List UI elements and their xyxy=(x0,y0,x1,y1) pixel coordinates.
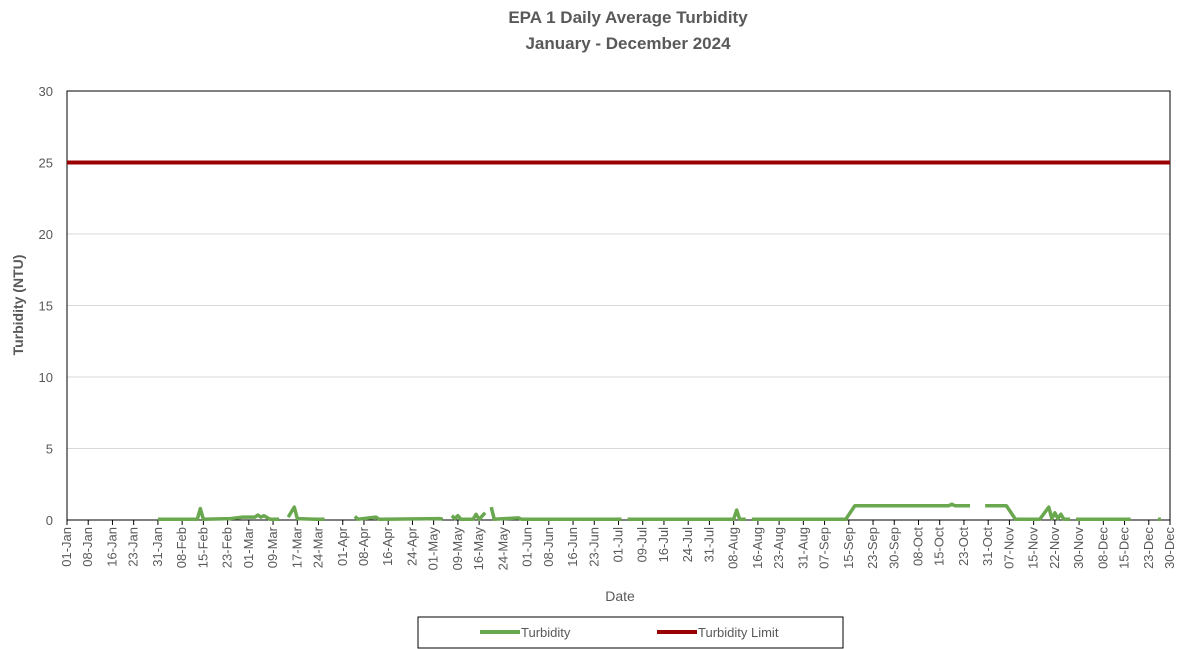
chart-subtitle: January - December 2024 xyxy=(525,34,731,53)
x-tick-label: 23-Oct xyxy=(956,527,971,566)
x-tick-label: 24-Mar xyxy=(311,526,326,568)
x-tick-label: 23-Jan xyxy=(126,527,141,567)
y-tick-label: 5 xyxy=(46,442,53,457)
x-tick-label: 15-Dec xyxy=(1117,527,1132,569)
x-tick-label: 01-May xyxy=(426,527,441,571)
x-tick-label: 09-May xyxy=(450,527,465,571)
x-tick-label: 15-Feb xyxy=(195,527,210,568)
legend-label: Turbidity Limit xyxy=(698,625,779,640)
x-tick-label: 16-May xyxy=(471,527,486,571)
y-tick-label: 30 xyxy=(39,84,53,99)
x-tick-label: 08-Jun xyxy=(541,527,556,567)
y-axis-label: Turbidity (NTU) xyxy=(10,255,26,356)
x-tick-label: 31-Aug xyxy=(795,527,810,569)
x-tick-label: 24-May xyxy=(495,527,510,571)
x-tick-label: 15-Nov xyxy=(1026,527,1041,569)
x-tick-label: 16-Jun xyxy=(565,527,580,567)
x-tick-label: 08-Jan xyxy=(80,527,95,567)
x-tick-label: 23-Aug xyxy=(771,527,786,569)
x-tick-label: 07-Nov xyxy=(1001,527,1016,569)
x-tick-label: 24-Jul xyxy=(680,527,695,563)
x-tick-label: 23-Feb xyxy=(220,527,235,568)
x-tick-label: 23-Sep xyxy=(865,527,880,569)
x-tick-label: 01-Jul xyxy=(611,527,626,563)
x-tick-label: 08-Aug xyxy=(726,527,741,569)
x-tick-label: 01-Mar xyxy=(241,526,256,568)
x-tick-label: 08-Feb xyxy=(174,527,189,568)
x-tick-label: 23-Jun xyxy=(586,527,601,567)
x-tick-label: 07-Sep xyxy=(817,527,832,569)
legend-label: Turbidity xyxy=(521,625,571,640)
y-tick-label: 25 xyxy=(39,156,53,171)
y-tick-label: 20 xyxy=(39,227,53,242)
x-tick-label: 31-Jul xyxy=(701,527,716,563)
x-tick-label: 01-Jun xyxy=(520,527,535,567)
series-line xyxy=(157,502,1161,522)
x-tick-label: 16-Aug xyxy=(750,527,765,569)
x-tick-label: 09-Jul xyxy=(635,527,650,563)
x-tick-label: 15-Sep xyxy=(841,527,856,569)
legend-box xyxy=(417,616,844,649)
x-tick-label: 30-Nov xyxy=(1071,527,1086,569)
y-tick-label: 15 xyxy=(39,299,53,314)
x-tick-label: 31-Oct xyxy=(980,527,995,566)
x-tick-label: 17-Mar xyxy=(289,526,304,568)
x-tick-label: 23-Dec xyxy=(1141,527,1156,569)
x-tick-label: 16-Jan xyxy=(104,527,119,567)
x-tick-label: 01-Apr xyxy=(335,526,350,566)
x-tick-label: 08-Oct xyxy=(910,527,925,566)
x-tick-label: 16-Jul xyxy=(656,527,671,563)
x-tick-label: 24-Apr xyxy=(404,526,419,566)
x-tick-label: 16-Apr xyxy=(380,526,395,566)
chart-title: EPA 1 Daily Average Turbidity xyxy=(508,8,748,27)
x-tick-label: 08-Apr xyxy=(356,526,371,566)
x-tick-label: 15-Oct xyxy=(932,527,947,566)
y-tick-label: 10 xyxy=(39,370,53,385)
x-tick-label: 30-Dec xyxy=(1162,527,1177,569)
x-tick-label: 01-Jan xyxy=(59,527,74,567)
x-tick-label: 30-Sep xyxy=(886,527,901,569)
x-tick-label: 22-Nov xyxy=(1047,527,1062,569)
x-axis-label: Date xyxy=(605,588,635,604)
y-tick-label: 0 xyxy=(46,513,53,528)
x-tick-label: 31-Jan xyxy=(150,527,165,567)
x-tick-label: 08-Dec xyxy=(1095,527,1110,569)
x-tick-label: 09-Mar xyxy=(265,526,280,568)
